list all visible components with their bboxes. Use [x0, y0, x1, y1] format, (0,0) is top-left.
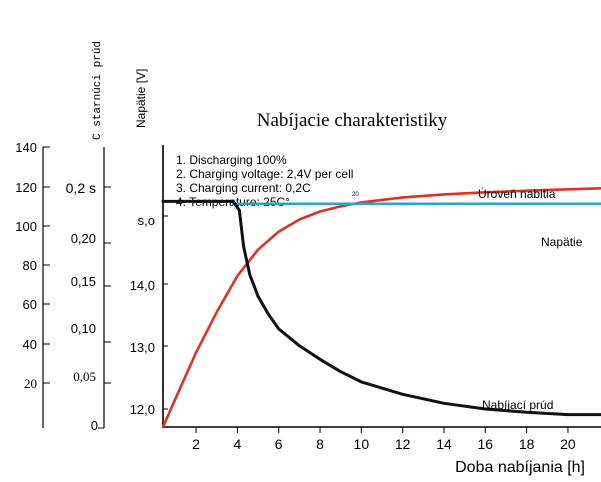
series-label-charge-level: Úroveň nabitia: [478, 186, 556, 201]
voltage-axis-label: Napätie [V]: [134, 69, 148, 128]
voltage-axis-ticks: s,o 14,0 13,0 12,0: [130, 213, 168, 417]
voltage-tick-label: s,o: [138, 213, 155, 228]
x-tick-label: 14: [436, 436, 452, 452]
voltage-tick-label: 13,0: [130, 340, 155, 355]
charging-current-line: [161, 199, 601, 417]
current-axis-label: C starnúci prúd: [92, 41, 104, 140]
percent-tick-label: 80: [23, 258, 37, 273]
x-tick-label: 20: [560, 436, 576, 452]
current-tick-label: 0,20: [71, 231, 96, 246]
percent-tick-label: 120: [15, 180, 37, 195]
current-tick-label: 0,2 s: [66, 180, 96, 196]
current-tick-label: 0,05: [73, 369, 96, 384]
percent-tick-label: 20: [24, 376, 37, 391]
percent-tick-label: 40: [23, 337, 37, 352]
x-tick-label: 18: [519, 436, 535, 452]
series-label-charging-current: Nabíjací prúd: [482, 398, 553, 412]
charge-level-line: [161, 187, 601, 429]
note-line: 1. Discharging 100%: [176, 153, 287, 167]
x-axis-label: Doba nabíjania [h]: [455, 459, 585, 476]
series-layer: [161, 187, 601, 429]
current-tick-label: 0,10: [71, 321, 96, 336]
x-tick-label: 6: [275, 436, 283, 452]
note-line: 2. Charging voltage: 2,4V per cell: [176, 167, 353, 181]
voltage-tick-label: 12,0: [130, 402, 155, 417]
note-subscript: 20: [352, 192, 359, 198]
chart-title: Nabíjacie charakteristiky: [257, 110, 448, 131]
percent-tick-label: 100: [15, 219, 37, 234]
current-axis-ticks: 0,2 s 0,20 0,15 0,10 0,05 0: [66, 180, 111, 433]
current-tick-label: 0,15: [71, 274, 96, 289]
voltage-tick-label: 14,0: [130, 278, 155, 293]
x-axis-ticks: 2 4 6 8 10 12 14 16 18 20: [192, 427, 576, 452]
percent-tick-label: 140: [15, 140, 37, 155]
percent-tick-label: 60: [23, 297, 37, 312]
x-tick-label: 16: [478, 436, 494, 452]
current-tick-label: 0: [91, 418, 98, 433]
x-tick-label: 4: [233, 436, 241, 452]
note-line: 3. Charging current: 0,2C: [176, 181, 311, 195]
percent-axis-ticks: 140 120 100 80 60 40 20: [15, 140, 50, 391]
x-tick-label: 8: [316, 436, 324, 452]
x-tick-label: 10: [354, 436, 370, 452]
conditions-notes: 1. Discharging 100% 2. Charging voltage:…: [176, 153, 359, 209]
series-label-voltage: Napätie: [541, 235, 583, 249]
x-tick-label: 2: [192, 436, 200, 452]
x-tick-label: 12: [395, 436, 411, 452]
